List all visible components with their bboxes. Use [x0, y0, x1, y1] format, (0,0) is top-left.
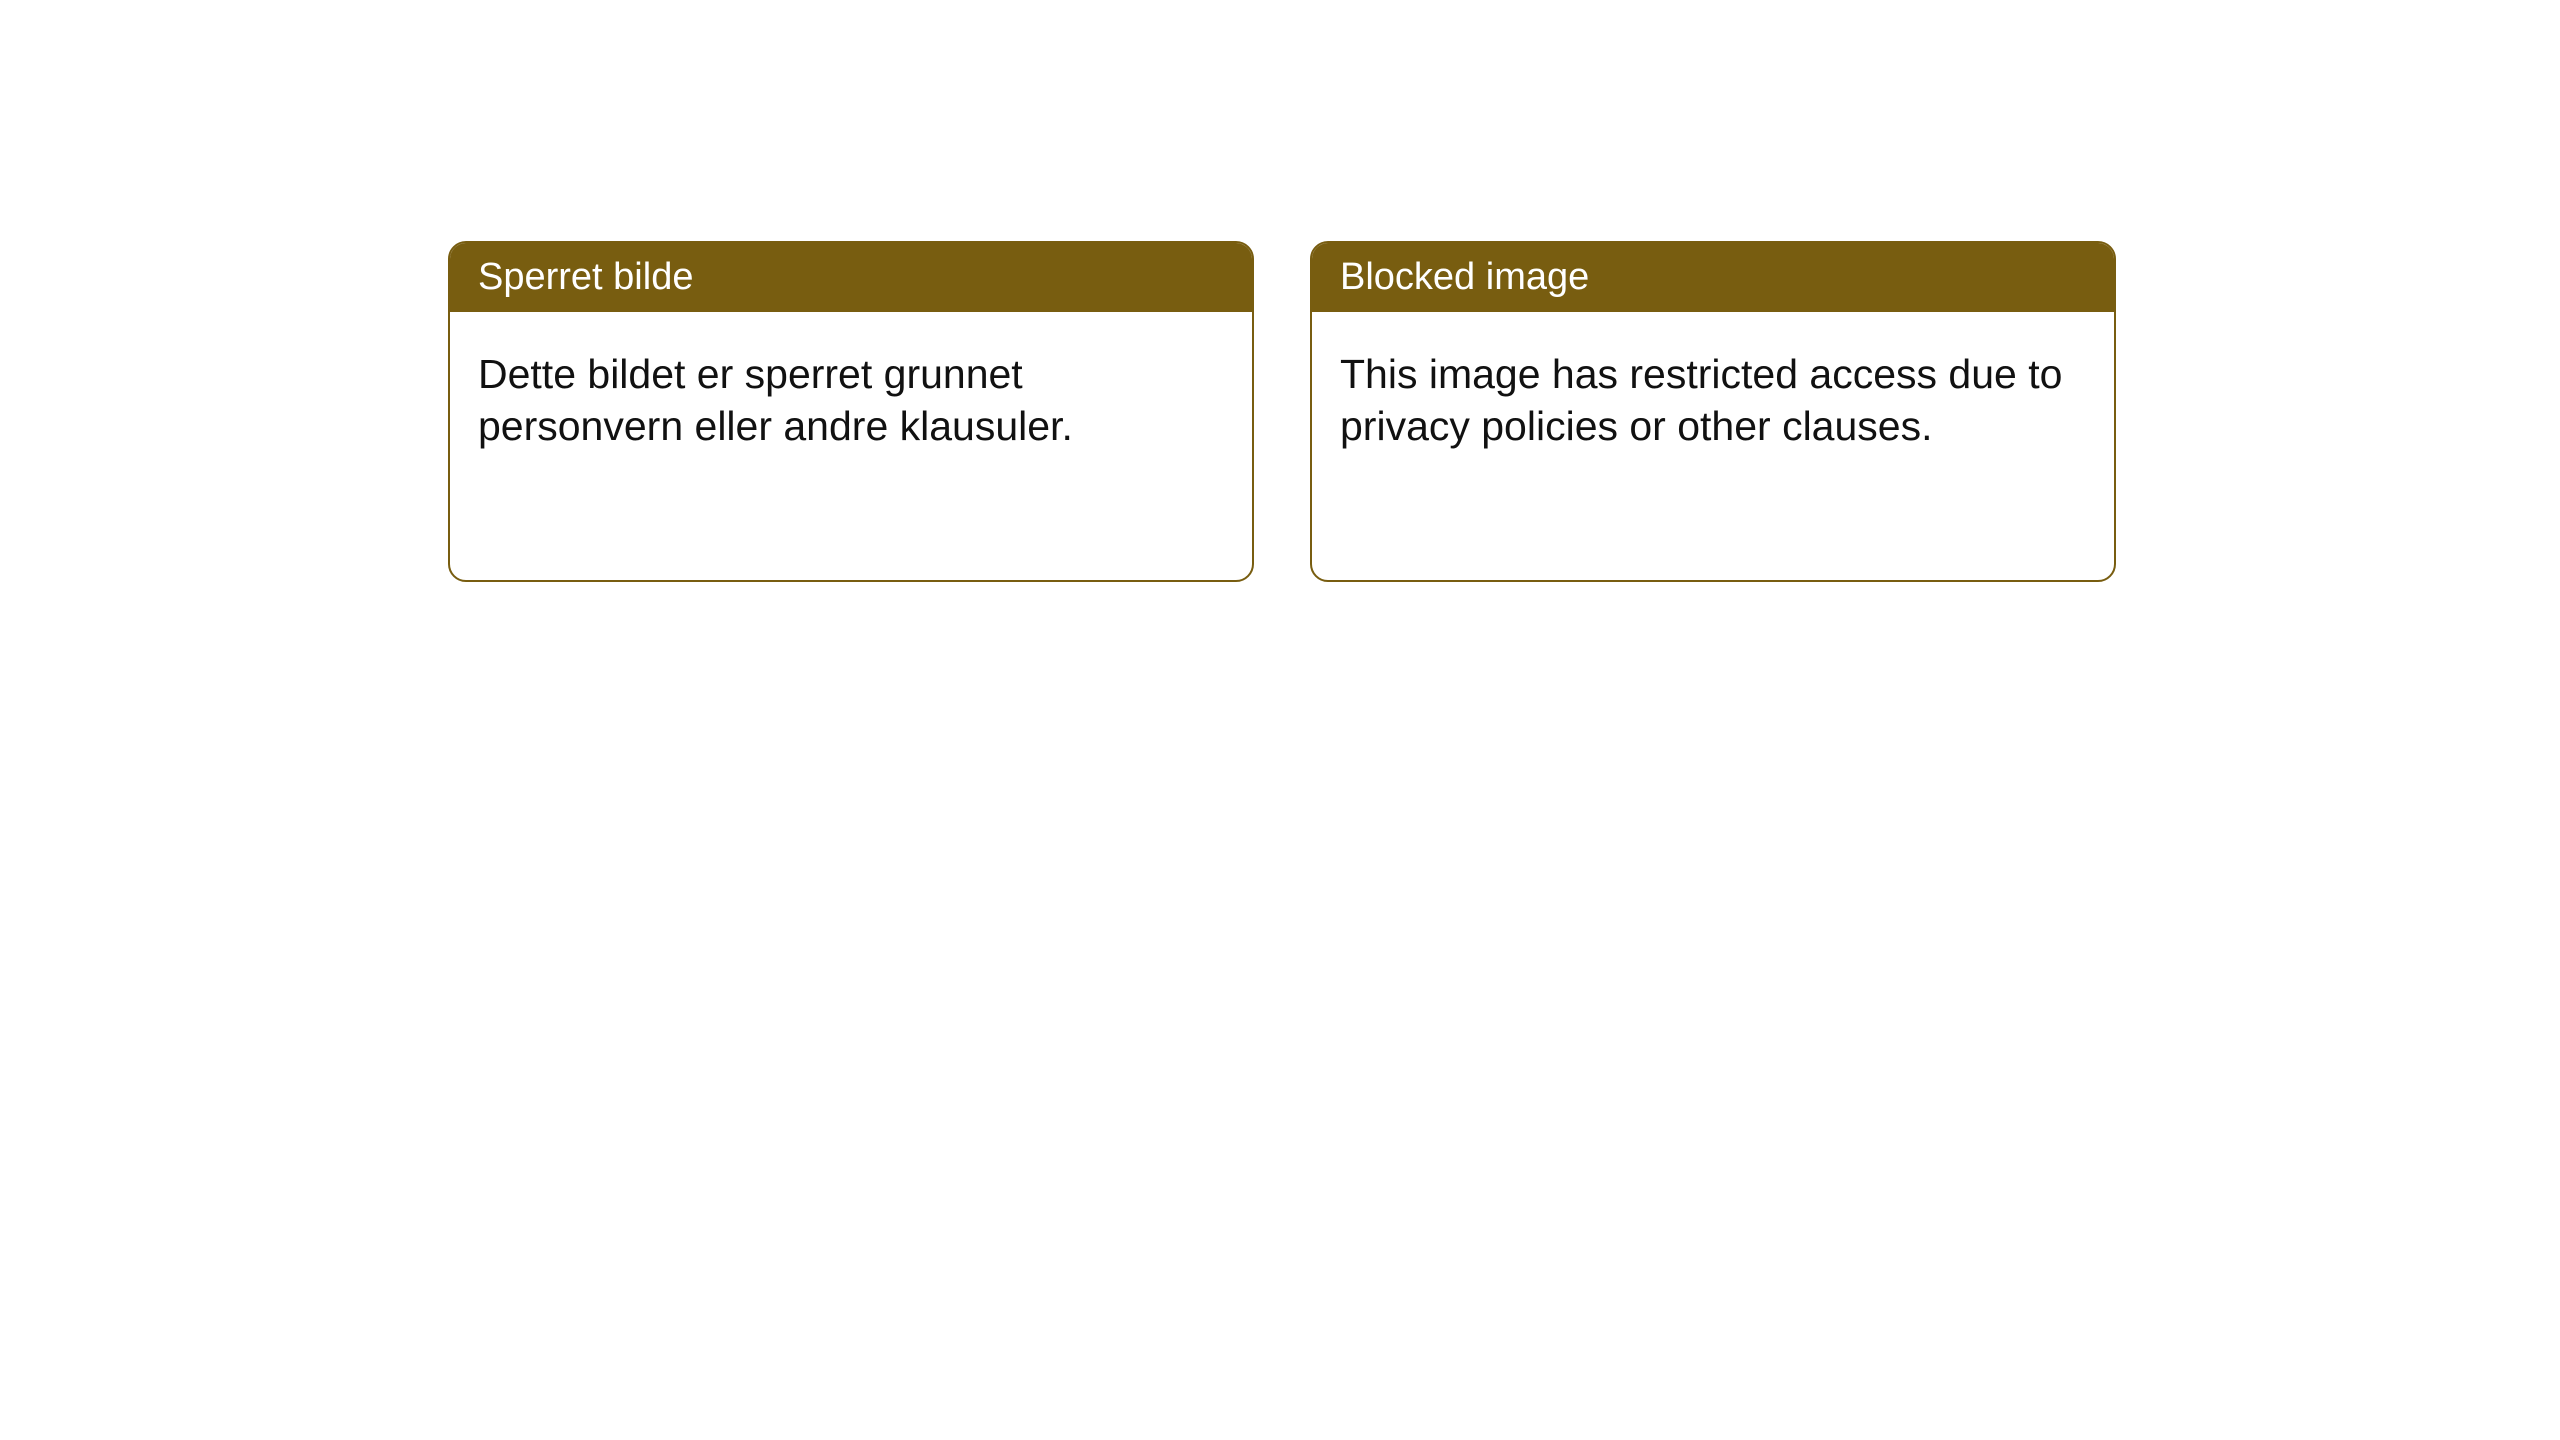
card-body-english: This image has restricted access due to …: [1312, 312, 2114, 480]
card-title-english: Blocked image: [1312, 243, 2114, 312]
notice-card-english: Blocked image This image has restricted …: [1310, 241, 2116, 582]
notice-container: Sperret bilde Dette bildet er sperret gr…: [448, 241, 2116, 582]
card-title-norwegian: Sperret bilde: [450, 243, 1252, 312]
card-body-norwegian: Dette bildet er sperret grunnet personve…: [450, 312, 1252, 480]
notice-card-norwegian: Sperret bilde Dette bildet er sperret gr…: [448, 241, 1254, 582]
